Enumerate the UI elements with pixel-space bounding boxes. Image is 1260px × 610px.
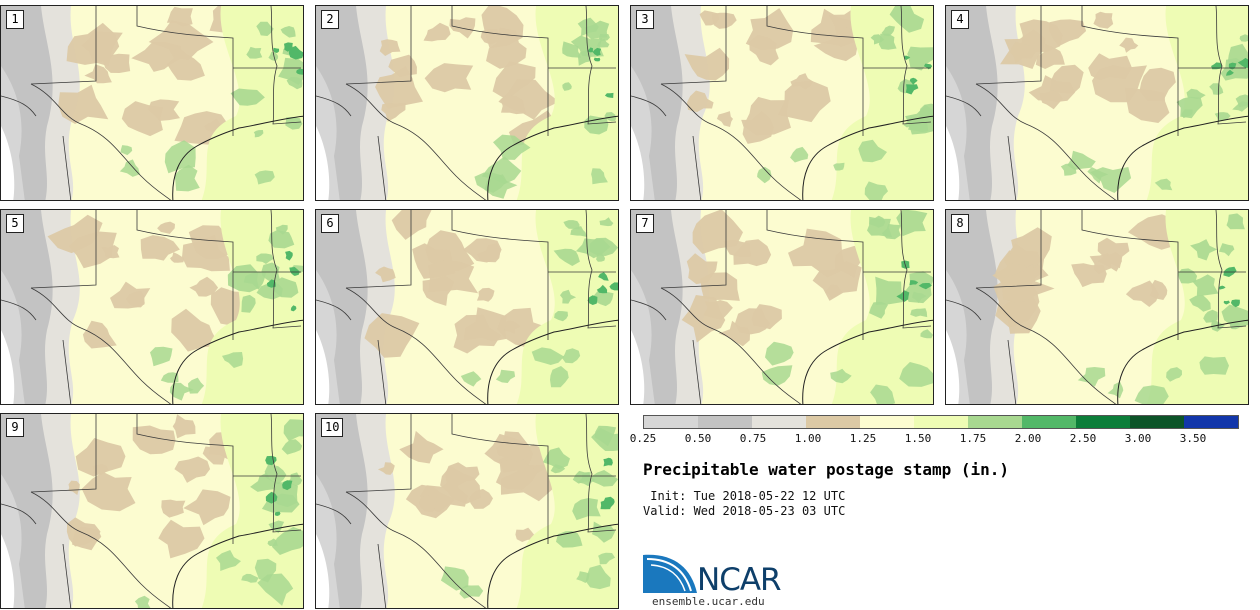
valid-time: Valid: Wed 2018-05-23 03 UTC (643, 504, 846, 518)
colorbar-swatch (644, 416, 698, 428)
colorbar-tick-label: 0.25 (629, 432, 657, 445)
ncar-url: ensemble.ucar.edu (652, 595, 765, 608)
member-label: 6 (321, 214, 339, 233)
precip-map (631, 6, 933, 200)
precip-map (316, 414, 618, 608)
colorbar-tick-label: 0.50 (684, 432, 712, 445)
colorbar-swatch (1076, 416, 1130, 428)
precip-map (946, 6, 1248, 200)
colorbar-swatch (968, 416, 1022, 428)
ncar-logo-text: NCAR (697, 562, 782, 598)
precip-map (1, 6, 303, 200)
precip-map (1, 210, 303, 404)
member-label: 1 (6, 10, 24, 29)
colorbar-swatch (698, 416, 752, 428)
colorbar-tick-label: 2.50 (1069, 432, 1097, 445)
colorbar-swatch (1130, 416, 1184, 428)
member-label: 9 (6, 418, 24, 437)
colorbar-tick-label: 2.00 (1014, 432, 1042, 445)
colorbar (643, 415, 1239, 429)
time-info: Init: Tue 2018-05-22 12 UTC Valid: Wed 2… (643, 489, 845, 519)
colorbar-tick-label: 1.50 (904, 432, 932, 445)
colorbar-swatch (806, 416, 860, 428)
member-label: 2 (321, 10, 339, 29)
precip-map (1, 414, 303, 608)
colorbar-swatch (1022, 416, 1076, 428)
member-label: 4 (951, 10, 969, 29)
stamp-panel-2: 2 (315, 5, 619, 201)
stamp-panel-9: 9 (0, 413, 304, 609)
precip-map (946, 210, 1248, 404)
member-label: 5 (6, 214, 24, 233)
member-label: 3 (636, 10, 654, 29)
colorbar-tick-label: 1.00 (794, 432, 822, 445)
precip-map (631, 210, 933, 404)
stamp-panel-10: 10 (315, 413, 619, 609)
colorbar-tick-label: 0.75 (739, 432, 767, 445)
member-label: 10 (321, 418, 344, 437)
colorbar-swatch (752, 416, 806, 428)
stamp-panel-5: 5 (0, 209, 304, 405)
precip-map (316, 6, 618, 200)
stamp-panel-7: 7 (630, 209, 934, 405)
stamp-panel-1: 1 (0, 5, 304, 201)
stamp-panel-6: 6 (315, 209, 619, 405)
colorbar-swatch (1184, 416, 1238, 428)
colorbar-swatch (860, 416, 914, 428)
colorbar-tick-label: 3.00 (1124, 432, 1152, 445)
stamp-panel-3: 3 (630, 5, 934, 201)
stamp-panel-8: 8 (945, 209, 1249, 405)
colorbar-swatch (914, 416, 968, 428)
precip-map (316, 210, 618, 404)
colorbar-tick-label: 3.50 (1179, 432, 1207, 445)
init-time: Init: Tue 2018-05-22 12 UTC (643, 489, 846, 503)
ncar-logo-icon (643, 554, 697, 593)
plot-title: Precipitable water postage stamp (in.) (643, 460, 1010, 479)
member-label: 7 (636, 214, 654, 233)
colorbar-tick-label: 1.25 (849, 432, 877, 445)
member-label: 8 (951, 214, 969, 233)
colorbar-tick-label: 1.75 (959, 432, 987, 445)
stamp-panel-4: 4 (945, 5, 1249, 201)
colorbar-labels: 0.25 0.50 0.75 1.00 1.25 1.50 1.75 2.00 2.50 3.00… (630, 432, 1247, 446)
